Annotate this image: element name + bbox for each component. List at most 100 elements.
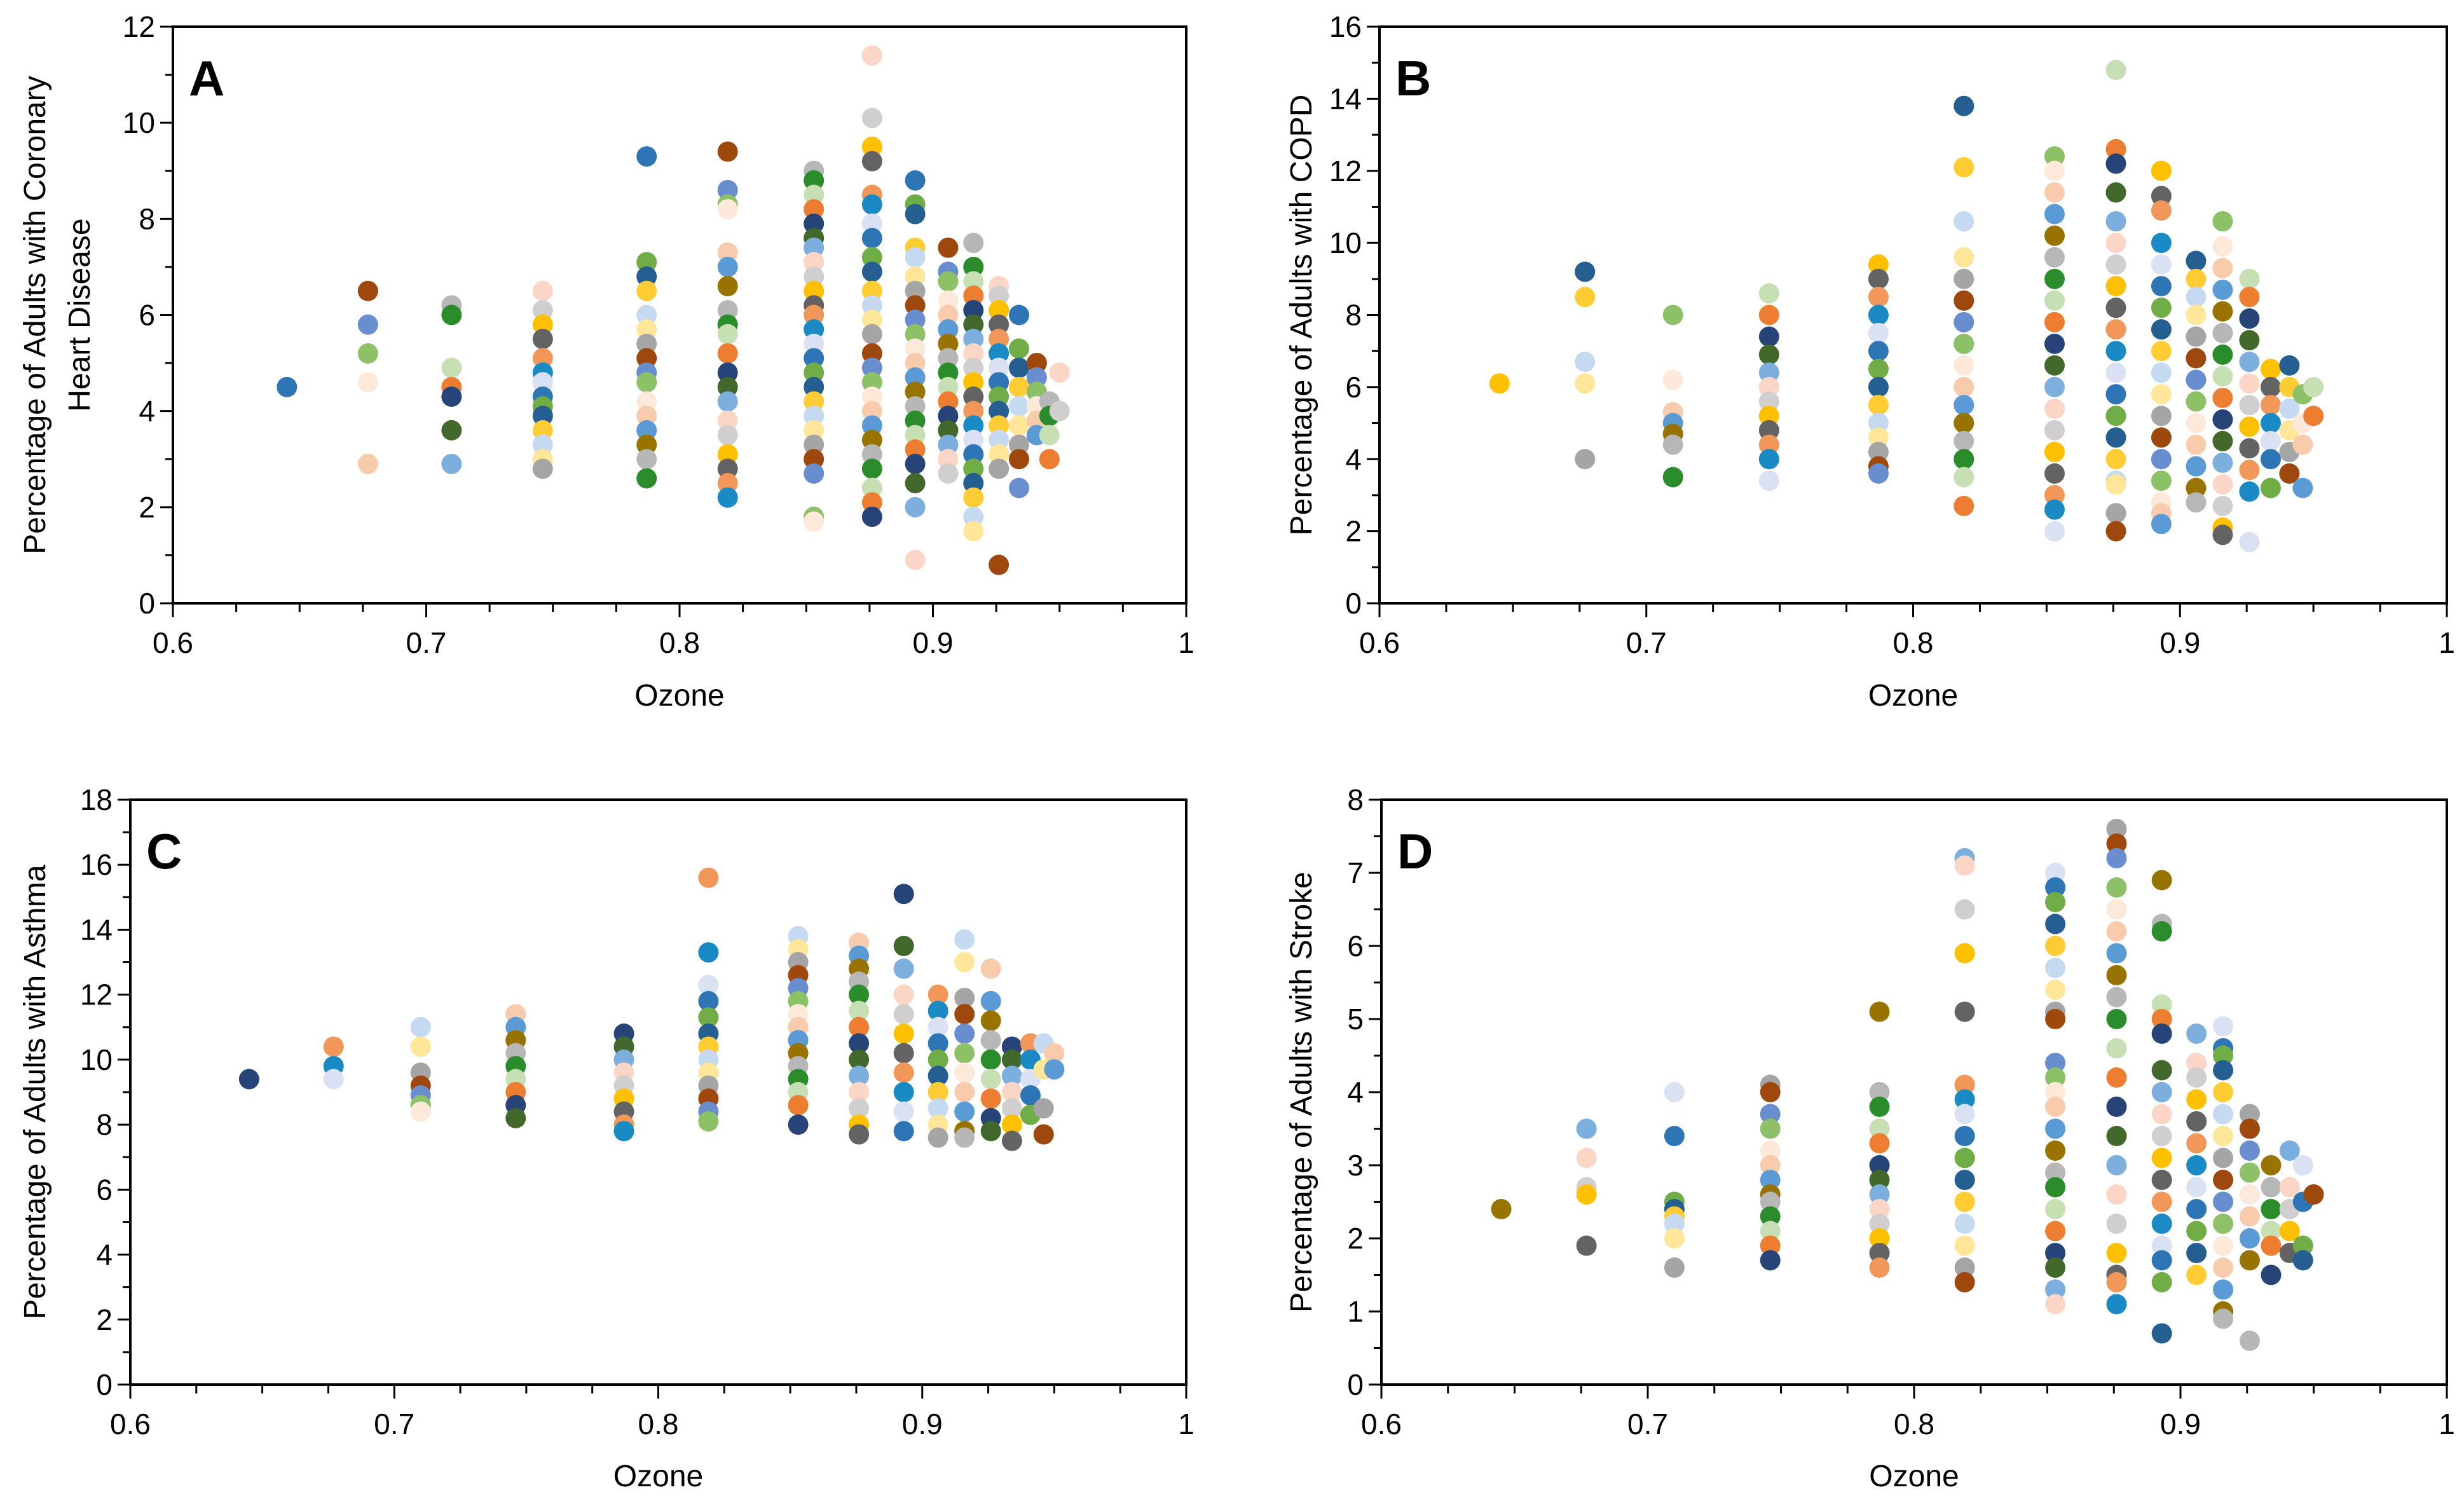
- data-point: [1868, 441, 1889, 462]
- data-point: [2212, 236, 2233, 257]
- data-point: [1664, 1228, 1685, 1249]
- data-point: [2151, 1023, 2172, 1044]
- data-point: [2105, 298, 2126, 318]
- data-point: [2045, 957, 2066, 978]
- data-point: [357, 453, 378, 474]
- data-point: [963, 458, 984, 479]
- data-point: [2151, 276, 2172, 297]
- data-point: [2045, 1082, 2066, 1102]
- data-point: [1868, 254, 1889, 275]
- data-point: [532, 280, 553, 301]
- data-point: [2239, 1206, 2260, 1227]
- data-point: [277, 376, 298, 397]
- data-point: [1001, 1049, 1022, 1070]
- data-point: [2044, 160, 2065, 181]
- data-point: [636, 252, 657, 273]
- data-point: [2044, 146, 2065, 167]
- data-point: [2213, 1191, 2234, 1212]
- data-point: [1954, 157, 1975, 178]
- points: [277, 45, 1070, 575]
- data-point: [804, 391, 825, 412]
- data-point: [698, 975, 719, 996]
- data-point: [1954, 1074, 1975, 1095]
- data-point: [2045, 1199, 2066, 1219]
- data-point: [2105, 211, 2126, 232]
- data-point: [2239, 1104, 2260, 1125]
- data-point: [2045, 1162, 2066, 1183]
- y-tick-label: 0: [1345, 587, 1362, 620]
- data-point: [963, 357, 984, 378]
- data-point: [1954, 413, 1975, 434]
- data-point: [636, 333, 657, 354]
- y-tick-label: 14: [80, 913, 113, 946]
- data-point: [804, 333, 825, 354]
- data-point: [1868, 268, 1889, 289]
- data-point: [1954, 247, 1975, 268]
- data-point: [1008, 357, 1029, 378]
- y-tick-label: 1: [1347, 1295, 1364, 1328]
- y-axis-label: Heart Disease: [63, 218, 97, 411]
- data-point: [2045, 1221, 2066, 1242]
- data-point: [804, 463, 825, 484]
- x-tick-label: 0.6: [1361, 1407, 1402, 1441]
- data-point: [2279, 1140, 2300, 1161]
- data-point: [2213, 1257, 2234, 1278]
- data-point: [905, 549, 926, 570]
- data-point: [1576, 1184, 1597, 1205]
- data-point: [954, 1004, 975, 1025]
- data-point: [2151, 200, 2172, 221]
- data-point: [938, 434, 959, 455]
- data-point: [1869, 1184, 1890, 1205]
- data-point: [2151, 1250, 2172, 1271]
- data-point: [989, 430, 1010, 451]
- data-point: [861, 280, 882, 301]
- data-point: [893, 1082, 914, 1102]
- data-point: [927, 1017, 948, 1037]
- data-point: [717, 199, 738, 220]
- x-tick-label: 0.8: [638, 1407, 679, 1441]
- data-point: [1662, 467, 1683, 488]
- data-point: [2044, 333, 2065, 354]
- data-point: [2186, 413, 2207, 434]
- data-point: [893, 936, 914, 956]
- data-point: [410, 1036, 431, 1057]
- data-point: [1954, 1214, 1975, 1234]
- data-point: [2212, 366, 2233, 387]
- data-point: [1576, 1118, 1597, 1139]
- data-point: [980, 1049, 1001, 1070]
- data-point: [2212, 430, 2233, 451]
- data-point: [1869, 1214, 1890, 1234]
- data-point: [980, 1121, 1001, 1142]
- y-tick-label: 4: [139, 395, 155, 428]
- y-tick-label: 0: [139, 587, 155, 620]
- data-point: [2105, 60, 2126, 81]
- data-point: [1954, 430, 1975, 451]
- data-point: [1954, 1089, 1975, 1110]
- y-tick-label: 18: [80, 783, 113, 816]
- x-tick-label: 0.7: [374, 1407, 414, 1441]
- data-point: [2105, 254, 2126, 275]
- x-tick-label: 1: [2439, 1407, 2455, 1441]
- data-point: [849, 1049, 870, 1070]
- data-point: [1869, 1243, 1890, 1263]
- data-point: [963, 506, 984, 527]
- data-point: [2106, 965, 2127, 985]
- data-point: [1869, 1082, 1890, 1102]
- data-point: [905, 396, 926, 417]
- data-point: [954, 1082, 975, 1102]
- data-point: [927, 1127, 948, 1148]
- y-tick-label: 0: [96, 1368, 113, 1401]
- data-point: [861, 372, 882, 393]
- data-point: [861, 310, 882, 331]
- data-point: [905, 170, 926, 191]
- data-point: [2045, 1257, 2066, 1278]
- data-point: [2186, 1155, 2207, 1175]
- data-point: [905, 266, 926, 287]
- y-axis-label: Percentage of Adults with Coronary: [18, 76, 52, 554]
- data-point: [1954, 1147, 1975, 1168]
- data-point: [2213, 1126, 2234, 1146]
- data-point: [2106, 943, 2127, 964]
- plot-frame: [172, 25, 1188, 605]
- data-point: [2303, 406, 2324, 427]
- data-point: [2045, 892, 2066, 912]
